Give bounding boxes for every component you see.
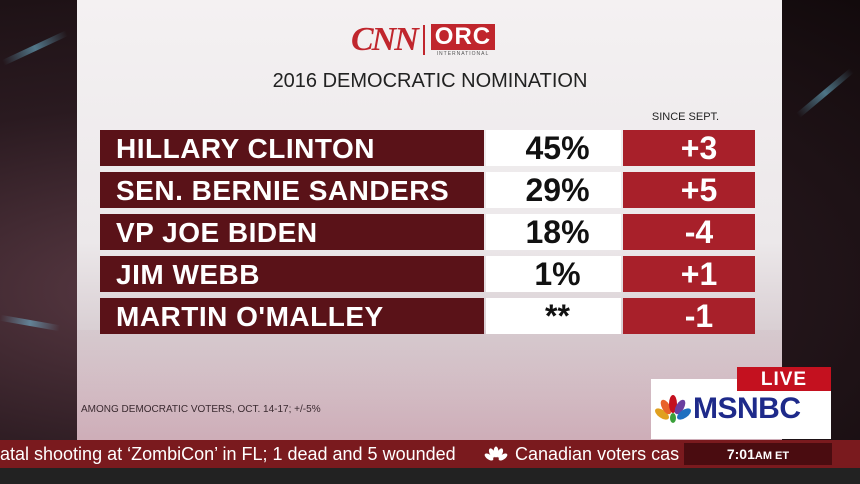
cnn-logo-text: CNN bbox=[351, 21, 419, 58]
since-sept-header: SINCE SEPT. bbox=[651, 111, 720, 123]
candidate-name: JIM WEBB bbox=[100, 256, 484, 292]
candidate-change: -1 bbox=[623, 298, 755, 334]
candidate-change: +5 bbox=[623, 172, 755, 208]
candidate-percent: 45% bbox=[486, 130, 621, 166]
poll-title: 2016 DEMOCRATIC NOMINATION bbox=[272, 70, 588, 92]
ticker-headline: atal shooting at ‘ZombiCon’ in FL; 1 dea… bbox=[0, 444, 456, 464]
candidate-name: MARTIN O'MALLEY bbox=[100, 298, 484, 334]
cnn-orc-logo: CNN ORC INTERNATIONAL bbox=[351, 21, 496, 58]
orc-logo-text: ORC bbox=[430, 23, 496, 50]
bottom-bar bbox=[0, 468, 860, 484]
ticker-headline-next: Canadian voters cas bbox=[515, 444, 680, 464]
ticker-clock: 7:01AM ET bbox=[684, 443, 832, 465]
poll-source-note: AMONG DEMOCRATIC VOTERS, OCT. 14-17; +/-… bbox=[81, 404, 321, 415]
orc-logo: ORC INTERNATIONAL bbox=[430, 23, 496, 57]
candidate-percent: 29% bbox=[486, 172, 621, 208]
logo-divider bbox=[422, 25, 425, 55]
candidate-name: SEN. BERNIE SANDERS bbox=[100, 172, 484, 208]
candidate-change: -4 bbox=[623, 214, 755, 250]
candidate-percent: 1% bbox=[486, 256, 621, 292]
candidate-change: +3 bbox=[623, 130, 755, 166]
clock-suffix: AM ET bbox=[754, 450, 790, 462]
candidate-percent: ** bbox=[486, 298, 621, 334]
orc-logo-subtext: INTERNATIONAL bbox=[436, 50, 490, 57]
candidate-name: HILLARY CLINTON bbox=[100, 130, 484, 166]
live-badge: LIVE bbox=[737, 367, 831, 391]
msnbc-logo-text: MSNBC bbox=[693, 392, 801, 425]
clock-time: 7:01 bbox=[726, 446, 755, 462]
background-light-streak bbox=[2, 30, 68, 66]
candidate-percent: 18% bbox=[486, 214, 621, 250]
candidate-name: VP JOE BIDEN bbox=[100, 214, 484, 250]
peacock-icon bbox=[655, 395, 691, 423]
candidate-change: +1 bbox=[623, 256, 755, 292]
background-light-streak bbox=[0, 314, 61, 332]
peacock-icon bbox=[484, 446, 508, 461]
